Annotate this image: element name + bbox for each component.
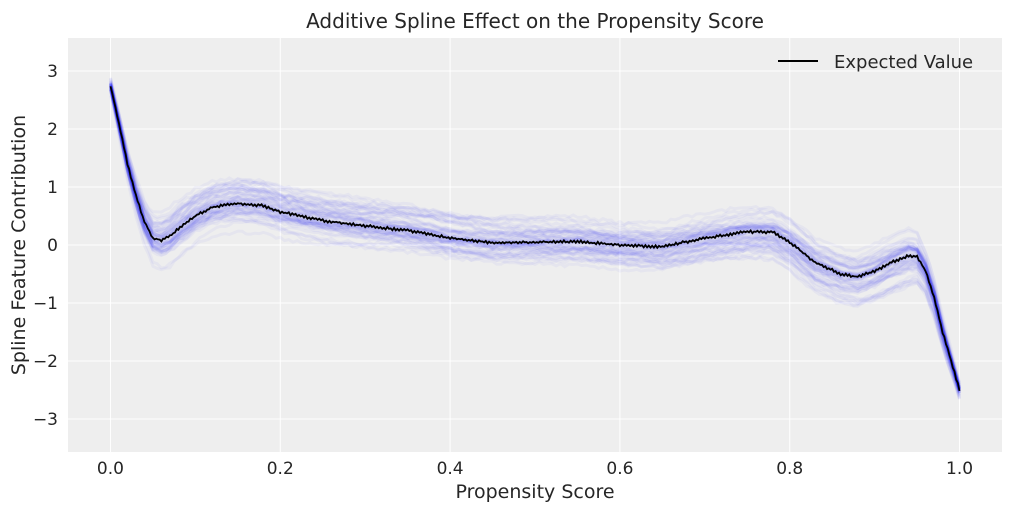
legend: Expected Value xyxy=(778,52,973,73)
expected-value-line xyxy=(109,86,961,392)
y-tick-label: −3 xyxy=(33,410,58,430)
chart-title: Additive Spline Effect on the Propensity… xyxy=(306,9,764,33)
x-tick-label: 0.8 xyxy=(776,459,803,479)
x-tick-label: 0.4 xyxy=(437,459,464,479)
y-axis-label: Spline Feature Contribution xyxy=(8,115,30,375)
x-tick-label: 0.0 xyxy=(97,459,124,479)
x-tick-label: 0.2 xyxy=(267,459,294,479)
y-axis-ticks: −3 −2 −1 0 1 2 3 xyxy=(33,62,58,430)
grid xyxy=(68,38,1002,452)
x-tick-label: 0.6 xyxy=(606,459,633,479)
y-tick-label: −1 xyxy=(33,294,58,314)
y-tick-label: 1 xyxy=(47,178,58,198)
y-tick-label: −2 xyxy=(33,352,58,372)
x-axis-ticks: 0.0 0.2 0.4 0.6 0.8 1.0 xyxy=(97,459,973,479)
x-tick-label: 1.0 xyxy=(946,459,973,479)
y-tick-label: 0 xyxy=(47,236,58,256)
y-tick-label: 3 xyxy=(47,62,58,82)
x-axis-label: Propensity Score xyxy=(455,481,614,503)
y-tick-label: 2 xyxy=(47,120,58,140)
legend-label-expected-value: Expected Value xyxy=(834,52,973,73)
